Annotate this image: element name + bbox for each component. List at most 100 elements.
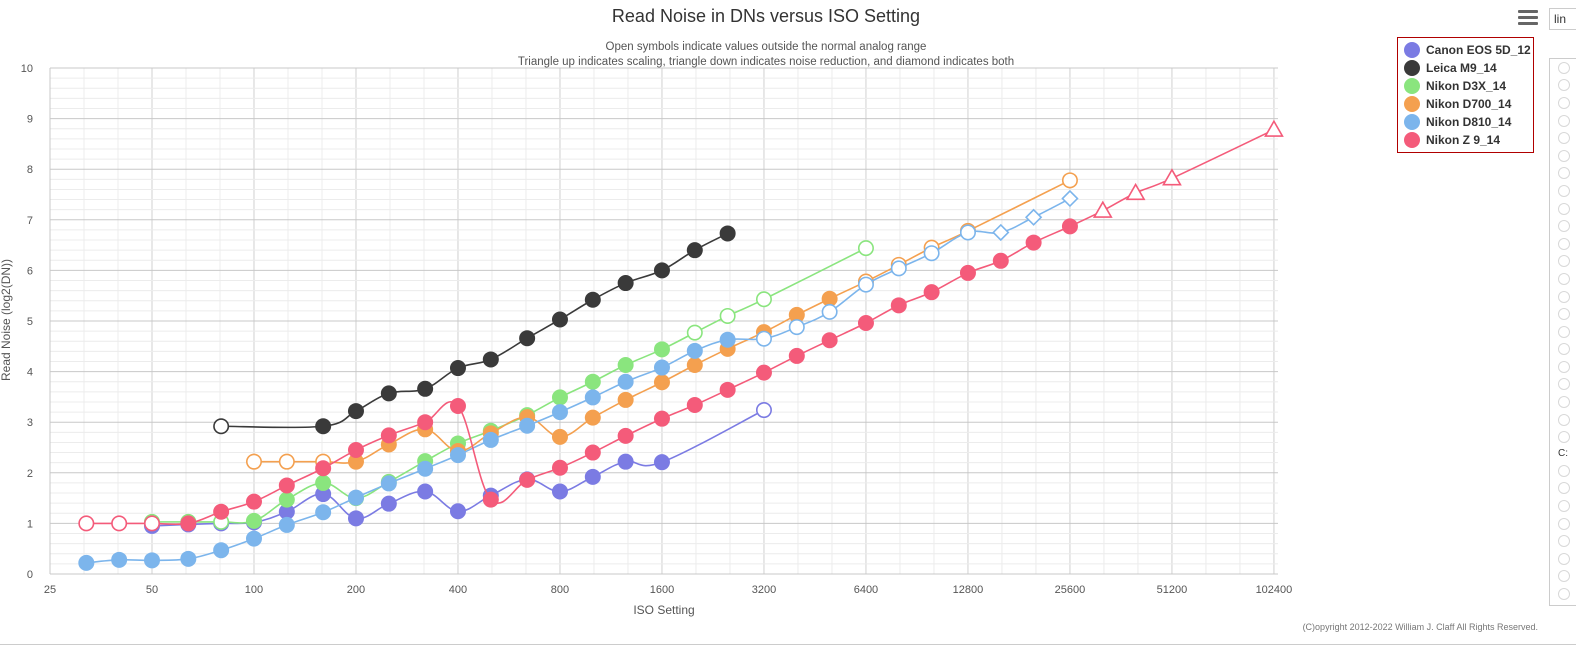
data-point[interactable] <box>584 409 601 426</box>
radio-button-icon[interactable] <box>1558 237 1570 250</box>
data-point[interactable] <box>653 374 670 391</box>
camera-option[interactable] <box>1550 112 1576 130</box>
data-point[interactable] <box>315 460 332 477</box>
data-point[interactable] <box>653 341 670 358</box>
camera-option[interactable] <box>1550 532 1576 550</box>
camera-option[interactable] <box>1550 217 1576 235</box>
radio-button-icon[interactable] <box>1558 272 1570 285</box>
data-point[interactable] <box>519 417 536 434</box>
data-point[interactable] <box>417 414 434 431</box>
data-point-open[interactable] <box>959 224 976 241</box>
camera-option[interactable] <box>1550 165 1576 183</box>
data-point-open[interactable] <box>890 260 907 277</box>
radio-button-icon[interactable] <box>1558 290 1570 303</box>
data-point[interactable] <box>78 554 95 571</box>
camera-option[interactable] <box>1550 393 1576 411</box>
radio-button-icon[interactable] <box>1558 535 1570 548</box>
radio-button-icon[interactable] <box>1558 61 1570 74</box>
data-point[interactable] <box>315 486 332 503</box>
data-point[interactable] <box>653 262 670 279</box>
data-point-open[interactable] <box>719 307 736 324</box>
data-point[interactable] <box>278 516 295 533</box>
scale-select[interactable]: lin <box>1549 8 1576 30</box>
data-point-diamond[interactable] <box>1024 208 1043 226</box>
radio-button-icon[interactable] <box>1558 570 1570 583</box>
data-point[interactable] <box>380 427 397 444</box>
radio-button-icon[interactable] <box>1558 396 1570 409</box>
series-nikon-z-9-14[interactable] <box>78 119 1284 532</box>
camera-option[interactable] <box>1550 253 1576 271</box>
legend-item[interactable]: Nikon D700_14 <box>1398 95 1533 113</box>
data-point[interactable] <box>278 503 295 520</box>
data-point[interactable] <box>551 389 568 406</box>
data-point[interactable] <box>347 453 364 470</box>
data-point[interactable] <box>347 403 364 420</box>
radio-button-icon[interactable] <box>1558 464 1570 477</box>
camera-option[interactable] <box>1550 288 1576 306</box>
data-point[interactable] <box>788 306 805 323</box>
data-point[interactable] <box>1025 234 1042 251</box>
camera-option[interactable] <box>1550 462 1576 480</box>
data-point[interactable] <box>617 357 634 374</box>
radio-button-icon[interactable] <box>1558 202 1570 215</box>
data-point[interactable] <box>821 332 838 349</box>
camera-option[interactable] <box>1550 358 1576 376</box>
data-point-open[interactable] <box>213 418 230 435</box>
data-point-triangle[interactable] <box>1125 182 1146 201</box>
camera-option[interactable] <box>1550 323 1576 341</box>
data-point[interactable] <box>245 530 262 547</box>
data-point[interactable] <box>111 551 128 568</box>
data-point[interactable] <box>315 504 332 521</box>
data-point[interactable] <box>482 491 499 508</box>
data-point[interactable] <box>417 460 434 477</box>
data-point[interactable] <box>788 347 805 364</box>
data-point[interactable] <box>143 552 160 569</box>
data-point-triangle[interactable] <box>1092 200 1113 218</box>
data-point[interactable] <box>380 385 397 402</box>
camera-option[interactable] <box>1550 480 1576 498</box>
camera-option[interactable] <box>1550 235 1576 253</box>
data-point[interactable] <box>584 291 601 308</box>
data-point-open[interactable] <box>755 330 772 347</box>
data-point[interactable] <box>584 444 601 461</box>
radio-button-icon[interactable] <box>1558 500 1570 513</box>
series-nikon-d810-14[interactable] <box>78 189 1079 571</box>
data-point-open[interactable] <box>78 515 95 532</box>
radio-button-icon[interactable] <box>1558 431 1570 444</box>
radio-button-icon[interactable] <box>1558 413 1570 426</box>
camera-option[interactable] <box>1550 585 1576 603</box>
series-leica-m9-14[interactable] <box>213 225 736 435</box>
data-point[interactable] <box>617 453 634 470</box>
data-point[interactable] <box>617 391 634 408</box>
radio-button-icon[interactable] <box>1558 552 1570 565</box>
legend-item[interactable]: Canon EOS 5D_12 <box>1398 41 1533 59</box>
data-point[interactable] <box>315 474 332 491</box>
data-point[interactable] <box>686 396 703 413</box>
data-point-open[interactable] <box>788 319 805 336</box>
data-point[interactable] <box>686 242 703 259</box>
legend-item[interactable]: Nikon D3X_14 <box>1398 77 1533 95</box>
data-point-open[interactable] <box>755 291 772 308</box>
camera-option[interactable] <box>1550 77 1576 95</box>
data-point[interactable] <box>551 483 568 500</box>
data-point[interactable] <box>584 389 601 406</box>
data-point[interactable] <box>653 410 670 427</box>
data-point-open[interactable] <box>755 402 772 419</box>
radio-button-icon[interactable] <box>1558 132 1570 145</box>
data-point-open[interactable] <box>111 515 128 532</box>
data-point[interactable] <box>686 342 703 359</box>
data-point[interactable] <box>213 503 230 520</box>
data-point[interactable] <box>180 550 197 567</box>
data-point[interactable] <box>213 542 230 559</box>
data-point[interactable] <box>347 489 364 506</box>
data-point[interactable] <box>584 373 601 390</box>
data-point[interactable] <box>278 477 295 494</box>
data-point[interactable] <box>245 493 262 510</box>
data-point[interactable] <box>617 373 634 390</box>
data-point[interactable] <box>278 491 295 508</box>
camera-option[interactable] <box>1550 515 1576 533</box>
camera-option[interactable] <box>1550 94 1576 112</box>
data-point[interactable] <box>755 364 772 381</box>
data-point[interactable] <box>482 431 499 448</box>
camera-option[interactable] <box>1550 147 1576 165</box>
